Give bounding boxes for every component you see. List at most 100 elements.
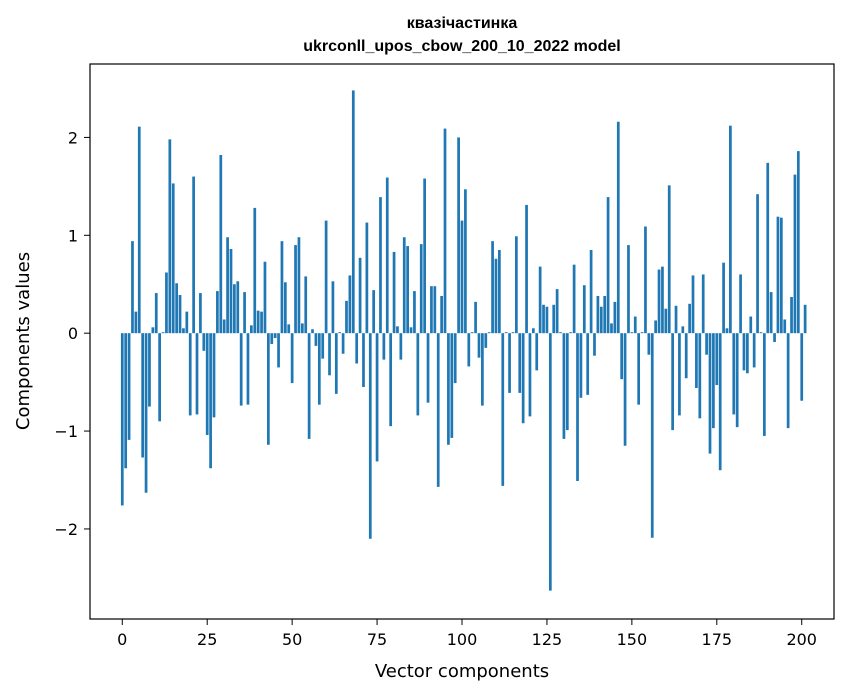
bar-126 [548, 333, 552, 591]
x-tick-label: 200 [786, 630, 817, 649]
bar-117 [518, 333, 522, 393]
bar-34 [236, 281, 240, 334]
bar-133 [572, 264, 576, 334]
bar-150 [630, 332, 634, 334]
bar-144 [610, 323, 613, 334]
bar-173 [708, 333, 712, 454]
bar-9 [151, 327, 155, 334]
bar-138 [589, 249, 593, 334]
bar-85 [409, 327, 413, 334]
bar-165 [681, 326, 685, 334]
bar-93 [436, 333, 440, 487]
bar-57 [314, 333, 318, 346]
bar-33 [233, 284, 236, 334]
x-axis-label: Vector components [375, 661, 549, 682]
bar-82 [399, 333, 403, 360]
bar-55 [307, 333, 311, 439]
bar-31 [226, 237, 229, 334]
bar-110 [494, 258, 498, 334]
bar-66 [345, 300, 348, 334]
bar-190 [766, 162, 770, 334]
bar-46 [277, 333, 280, 368]
bar-3 [131, 241, 134, 334]
bar-25 [205, 333, 209, 435]
bar-24 [202, 333, 206, 351]
bar-99 [457, 137, 460, 334]
bar-75 [375, 333, 379, 462]
bar-194 [779, 217, 783, 334]
bar-27 [212, 333, 216, 418]
bar-44 [270, 333, 274, 344]
bar-90 [426, 333, 430, 403]
bar-189 [763, 333, 766, 436]
bar-151 [633, 316, 637, 334]
bar-105 [477, 333, 481, 358]
bar-19 [185, 311, 189, 334]
bar-62 [331, 281, 335, 334]
bar-52 [297, 237, 301, 334]
y-axis-ticks: −2 −1 0 1 2 [54, 128, 90, 539]
bar-159 [661, 266, 664, 334]
bar-140 [596, 295, 600, 334]
bar-21 [192, 176, 195, 334]
bar-166 [684, 333, 688, 379]
bar-183 [742, 333, 746, 371]
bar-179 [729, 125, 732, 334]
bar-115 [511, 332, 515, 334]
bar-38 [250, 325, 253, 334]
bar-170 [698, 333, 702, 419]
bar-128 [555, 289, 559, 334]
bar-98 [453, 333, 457, 384]
y-axis-label: Components values [13, 252, 34, 430]
bar-114 [508, 333, 511, 393]
bar-76 [379, 197, 382, 334]
bar-2 [127, 333, 131, 440]
bar-56 [311, 329, 314, 334]
bar-51 [294, 245, 297, 334]
plot-frame [89, 63, 835, 620]
bar-130 [562, 333, 566, 439]
bar-26 [209, 333, 212, 469]
bar-191 [769, 292, 773, 334]
bar-7 [144, 333, 148, 493]
bar-30 [222, 319, 226, 334]
y-tick-label: −2 [54, 520, 78, 539]
bar-5 [137, 126, 141, 334]
bar-80 [392, 251, 396, 334]
bar-104 [474, 301, 477, 334]
bar-120 [528, 333, 532, 417]
y-tick-label: 1 [68, 226, 78, 245]
bar-18 [182, 328, 185, 334]
bar-37 [246, 333, 250, 405]
x-tick-label: 25 [197, 630, 217, 649]
bar-161 [667, 185, 671, 334]
bar-199 [796, 151, 800, 334]
bar-188 [759, 332, 763, 334]
bar-49 [287, 324, 291, 334]
bar-142 [603, 295, 607, 334]
bar-186 [752, 333, 756, 368]
bar-201 [803, 304, 807, 334]
bar-86 [413, 291, 416, 334]
bar-123 [538, 266, 542, 334]
bar-83 [402, 237, 406, 334]
bar-50 [290, 333, 294, 384]
bar-152 [637, 333, 641, 405]
chart-title: квазічастинка [407, 15, 518, 32]
bar-12 [161, 332, 165, 334]
bar-74 [372, 290, 376, 334]
bar-71 [362, 333, 365, 388]
bar-29 [219, 155, 223, 334]
bar-0 [120, 333, 124, 506]
bar-124 [542, 304, 545, 334]
bar-143 [606, 197, 610, 334]
bar-198 [793, 174, 797, 334]
x-tick-label: 0 [117, 630, 127, 649]
x-tick-label: 150 [617, 630, 648, 649]
bar-109 [491, 241, 494, 334]
y-tick-label: 2 [68, 128, 78, 147]
bar-154 [644, 226, 647, 334]
bar-121 [531, 328, 535, 334]
bar-8 [148, 333, 151, 407]
bar-180 [732, 333, 736, 415]
